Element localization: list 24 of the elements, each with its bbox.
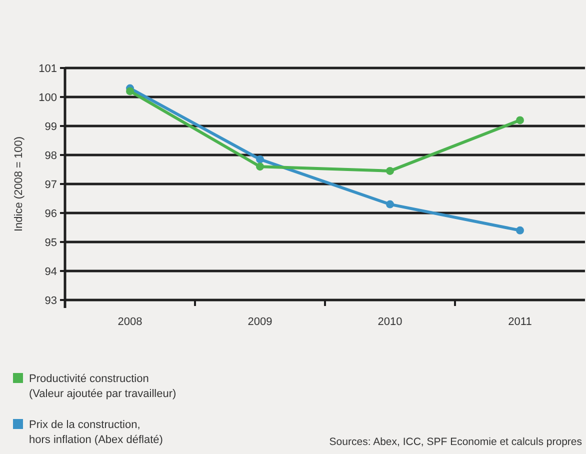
legend-label: Productivité construction (Valeur ajoutée par travailleur)	[29, 373, 176, 400]
y-tick-label: 100	[38, 92, 57, 104]
point	[126, 87, 134, 96]
point	[256, 162, 264, 171]
y-axis-title: Indice (2008 = 100)	[13, 136, 25, 232]
x-tick-label: 2010	[378, 316, 402, 328]
y-tick-label: 96	[44, 208, 57, 220]
point	[516, 226, 524, 234]
point	[516, 116, 524, 124]
y-tick-label: 97	[44, 178, 57, 191]
legend-label: Prix de la construction, hors inflation (Abex déflaté)	[29, 419, 163, 446]
point	[256, 155, 264, 164]
x-tick-label: 2008	[118, 316, 142, 328]
y-tick-label: 94	[44, 266, 57, 278]
y-tick-label: 99	[44, 120, 57, 133]
y-tick-label: 95	[44, 236, 57, 249]
point	[386, 200, 394, 208]
x-tick-label: 2011	[508, 316, 532, 328]
source-note: Sources: Abex, ICC, SPF Economie et calculs propres	[329, 436, 582, 448]
y-tick-label: 98	[44, 150, 57, 162]
y-tick-label: 101	[38, 62, 57, 75]
x-tick-label: 2009	[248, 316, 272, 328]
y-tick-label: 93	[44, 294, 57, 307]
point	[386, 166, 394, 175]
